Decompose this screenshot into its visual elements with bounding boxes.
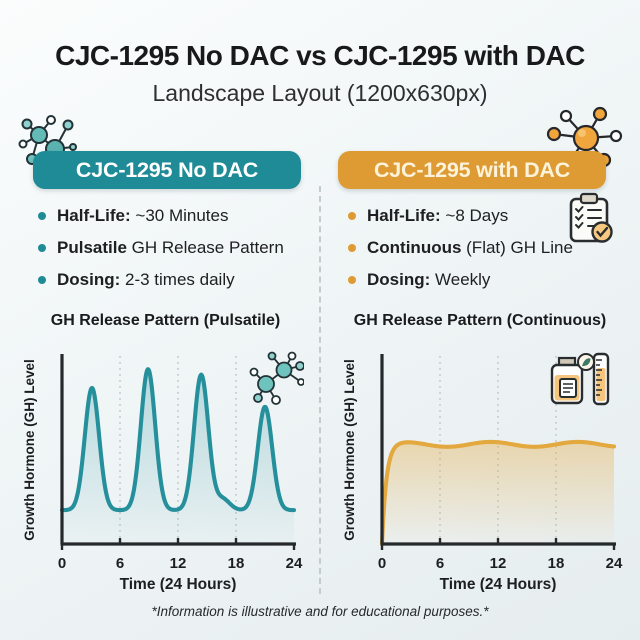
- pulsatile-gh-chart: 0 6 12 18 24 Time (24 Hours) Growth Hormone (G…: [22, 354, 303, 592]
- svg-text:6: 6: [436, 555, 444, 572]
- list-item: Dosing: 2-3 times daily: [38, 264, 310, 296]
- bullet-dot-icon: [348, 212, 356, 220]
- bullet-dot-icon: [348, 276, 356, 284]
- center-divider: [319, 186, 321, 594]
- right-chart-title: GH Release Pattern (Continuous): [353, 312, 607, 329]
- svg-text:12: 12: [170, 555, 187, 572]
- svg-text:12: 12: [490, 555, 507, 572]
- svg-text:Growth Hormone (GH) Level: Growth Hormone (GH) Level: [22, 359, 37, 541]
- clipboard-check-icon: [569, 192, 613, 243]
- bullet-dot-icon: [38, 212, 46, 220]
- page-subtitle: Landscape Layout (1200x630px): [152, 80, 488, 106]
- list-item: Half-Life: ~30 Minutes: [38, 200, 310, 232]
- svg-text:6: 6: [116, 555, 124, 572]
- svg-text:0: 0: [378, 555, 386, 572]
- svg-text:24: 24: [606, 555, 623, 572]
- list-item: Half-Life: ~8 Days: [348, 200, 620, 232]
- teal-molecule-icon: [249, 351, 304, 405]
- svg-text:Growth Hormone (GH) Level: Growth Hormone (GH) Level: [342, 359, 357, 541]
- list-item: Dosing: Weekly: [348, 264, 620, 296]
- list-item: Continuous (Flat) GH Line: [348, 232, 620, 264]
- left-bullet-list: Half-Life: ~30 Minutes Pulsatile GH Rele…: [38, 200, 310, 296]
- bullet-dot-icon: [38, 276, 46, 284]
- page-title: CJC-1295 No DAC vs CJC-1295 with DAC: [55, 40, 585, 71]
- right-header-pill: CJC-1295 with DAC: [338, 151, 606, 189]
- left-header-pill: CJC-1295 No DAC: [33, 151, 301, 189]
- right-header-label: CJC-1295 with DAC: [373, 157, 571, 182]
- bullet-dot-icon: [348, 244, 356, 252]
- bullet-dot-icon: [38, 244, 46, 252]
- svg-text:0: 0: [58, 555, 66, 572]
- right-bullet-list: Half-Life: ~8 Days Continuous (Flat) GH …: [348, 200, 620, 296]
- left-header-label: CJC-1295 No DAC: [75, 157, 259, 182]
- medicine-vial-and-cylinder-icon: [550, 352, 610, 406]
- svg-text:24: 24: [286, 555, 303, 572]
- list-item: Pulsatile GH Release Pattern: [38, 232, 310, 264]
- svg-text:Time (24 Hours): Time (24 Hours): [440, 576, 557, 592]
- continuous-gh-chart: 0 6 12 18 24 Time (24 Hours) Growth Hormone (G…: [342, 354, 623, 592]
- svg-text:18: 18: [548, 555, 565, 572]
- svg-text:Time (24 Hours): Time (24 Hours): [120, 576, 237, 592]
- svg-text:18: 18: [228, 555, 245, 572]
- disclaimer-text: *Information is illustrative and for edu…: [151, 604, 489, 619]
- left-chart-title: GH Release Pattern (Pulsatile): [50, 312, 281, 329]
